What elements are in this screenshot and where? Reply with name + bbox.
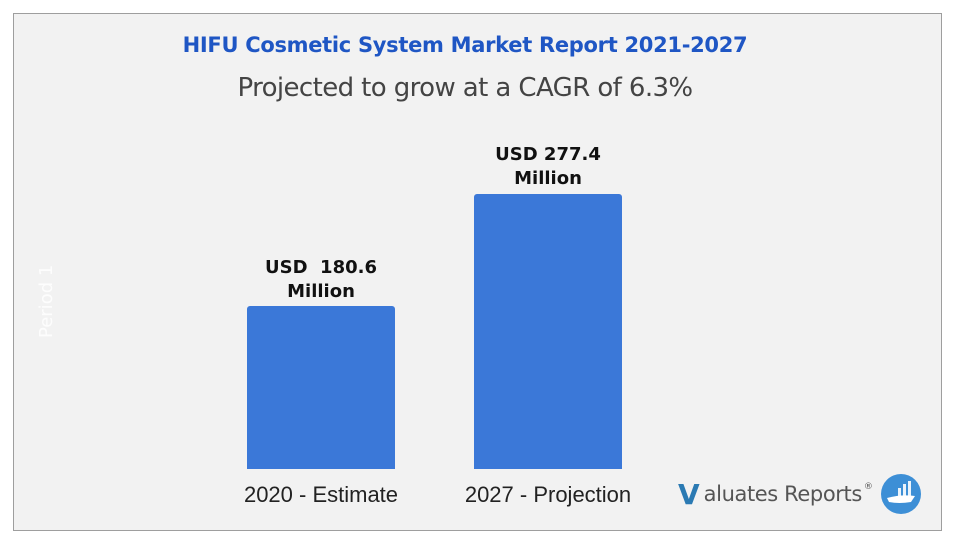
bar-value-amount: USD 180.6 xyxy=(265,257,377,278)
bar-value-amount: USD 277.4 xyxy=(495,144,601,165)
category-label-2027: 2027 - Projection xyxy=(464,482,632,507)
bar-2027-projection xyxy=(474,194,622,469)
chart-subtitle: Projected to grow at a CAGR of 6.3% xyxy=(237,73,693,103)
bar-value-unit: Million xyxy=(514,168,582,189)
bar-value-unit: Million xyxy=(287,281,355,302)
y-axis-label: Period 1 xyxy=(36,264,57,338)
chart-title: HIFU Cosmetic System Market Report 2021-… xyxy=(182,33,748,57)
logo-text: aluates Reports ® xyxy=(704,482,873,506)
valuates-reports-logo: V aluates Reports ® xyxy=(678,474,921,514)
logo-chart-icon xyxy=(880,474,921,514)
logo-v-mark: V xyxy=(678,477,700,511)
registered-mark: ® xyxy=(863,482,873,492)
bar-2020-estimate xyxy=(247,306,395,469)
bar-value-label-2020: USD 180.6 Million xyxy=(221,256,421,304)
bar-value-label-2027: USD 277.4 Million xyxy=(448,143,648,191)
logo-wordmark: aluates Reports xyxy=(703,482,863,506)
category-label-2020: 2020 - Estimate xyxy=(243,482,399,507)
